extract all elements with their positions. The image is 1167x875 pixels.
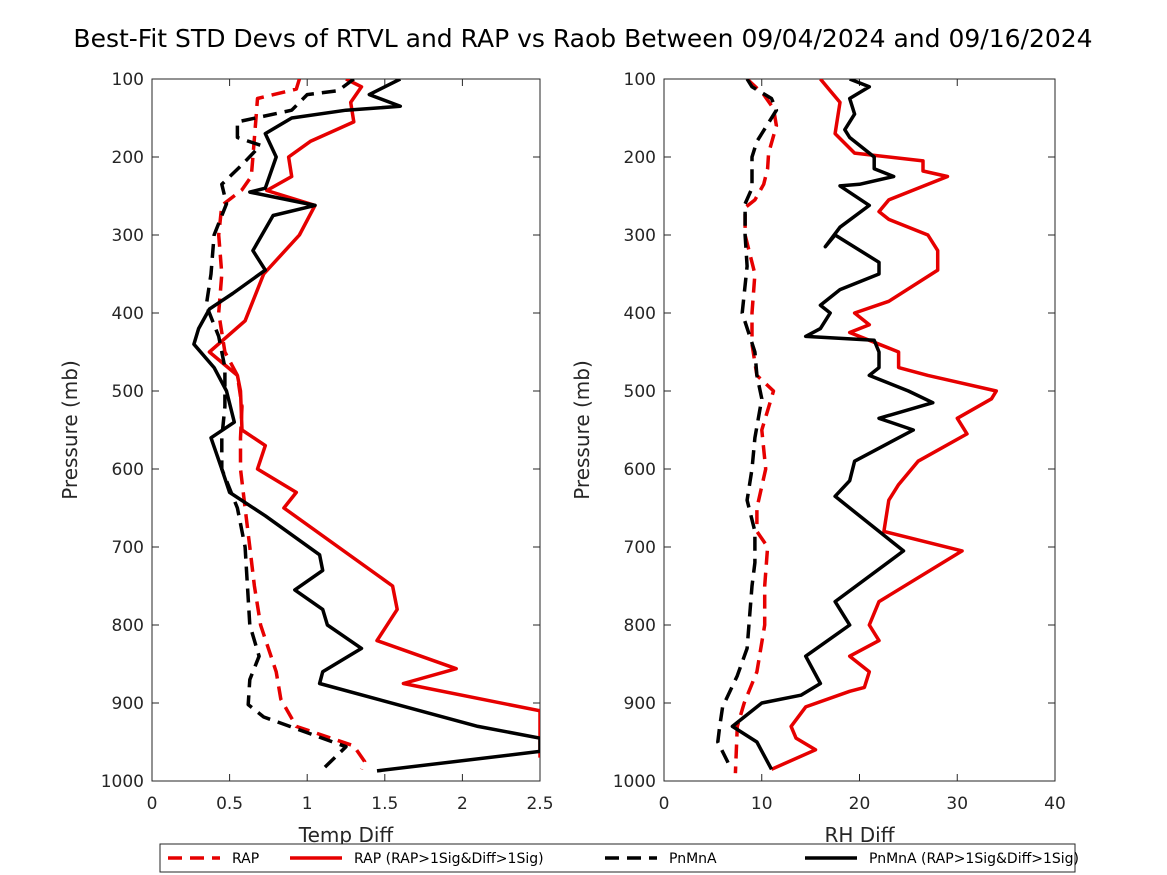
series-line-4 [192,79,540,773]
series-line-2 [207,79,540,758]
series-line-2 [770,79,999,771]
y-axis-label: Pressure (mb) [58,360,82,500]
x-tick-label: 20 [849,794,871,814]
series-line-4 [730,79,935,771]
panel-1: 0 0.5 1 1.5 2 2.5 100 200 300 400 500 600 700 800 900 1… [58,70,554,847]
y-tick-label: 600 [624,460,656,480]
panel-2: 0 10 20 30 40 100 200 300 400 500 600 700 800 900 1000… [570,70,1066,847]
y-tick-label: 1000 [101,772,144,792]
legend-label: PnMnA [669,851,717,867]
y-tick-label: 900 [112,694,144,714]
y-tick-label: 500 [112,382,144,402]
legend: RAP RAP (RAP>1Sig&Diff>1Sig) PnMnA PnMnA (R… [159,843,1079,873]
y-tick-label: 500 [624,382,656,402]
x-tick-label: 1.5 [371,794,398,814]
x-tick-label: 10 [751,794,773,814]
x-axis-label: Temp Diff [298,823,395,847]
x-tick-label: 2.5 [526,794,553,814]
x-tick-label: 40 [1044,794,1066,814]
y-tick-label: 200 [624,148,656,168]
y-tick-label: 400 [112,304,144,324]
y-tick-label: 700 [112,538,144,558]
chart-title: Best-Fit STD Devs of RTVL and RAP vs Rao… [73,24,1092,53]
x-tick-label: 0.5 [216,794,243,814]
legend-label: PnMnA (RAP>1Sig&Diff>1Sig) [869,851,1079,867]
x-tick-label: 2 [457,794,468,814]
series-line-3 [204,79,355,771]
legend-label: RAP [232,851,259,867]
y-tick-label: 800 [112,616,144,636]
y-tick-label: 800 [624,616,656,636]
y-tick-label: 400 [624,304,656,324]
series-line-1 [733,79,779,774]
y-tick-label: 300 [624,226,656,246]
x-tick-label: 30 [946,794,968,814]
axes-box [151,78,541,782]
y-tick-label: 1000 [613,772,656,792]
y-axis-label: Pressure (mb) [570,360,594,500]
x-tick-label: 0 [659,794,670,814]
series-line-3 [716,79,779,770]
x-axis-label: RH Diff [824,823,895,847]
x-tick-label: 0 [147,794,158,814]
legend-label: RAP (RAP>1Sig&Diff>1Sig) [354,851,544,867]
y-tick-label: 700 [624,538,656,558]
x-tick-label: 1 [302,794,313,814]
y-tick-label: 100 [624,70,656,90]
y-tick-label: 600 [112,460,144,480]
y-tick-label: 900 [624,694,656,714]
y-tick-label: 100 [112,70,144,90]
y-tick-label: 300 [112,226,144,246]
y-tick-label: 200 [112,148,144,168]
